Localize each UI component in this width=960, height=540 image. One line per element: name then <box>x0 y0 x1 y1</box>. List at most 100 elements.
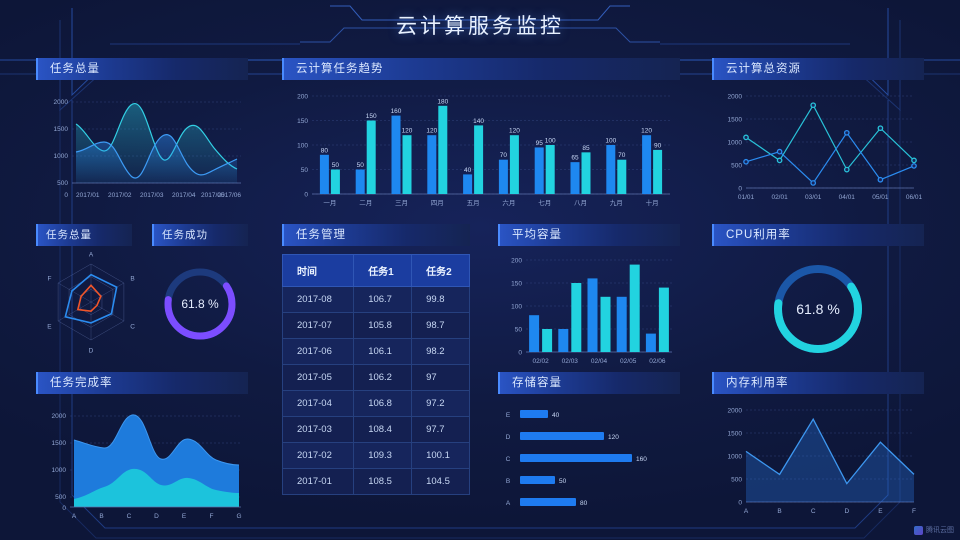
table-cell: 108.5 <box>353 468 413 495</box>
panel-memory-usage-area: 内存利用率 0 500 1000 1500 2000 A B C D E F <box>712 372 924 529</box>
table-row[interactable]: 2017-05 106.2 97 <box>281 364 470 391</box>
svg-text:0: 0 <box>518 350 522 357</box>
table-cell: 2017-04 <box>281 390 355 417</box>
svg-text:150: 150 <box>297 118 308 125</box>
panel-avg-capacity-bar: 平均容量 0 50 100 150 200 02/02 02/03 02/04 02/05 02/… <box>498 224 680 376</box>
panel-task-trend-bar: 云计算任务趋势 0 50 100 150 200 一月 80 50 二月 50 150 三月 160 12… <box>282 58 680 225</box>
table-row[interactable]: 2017-07 105.8 98.7 <box>281 312 470 339</box>
svg-text:05/01: 05/01 <box>872 194 889 201</box>
svg-text:B: B <box>130 276 134 283</box>
svg-text:十月: 十月 <box>646 198 659 207</box>
svg-text:2000: 2000 <box>728 94 743 101</box>
table-cell: 106.7 <box>353 286 413 313</box>
svg-text:180: 180 <box>437 98 448 105</box>
svg-text:0: 0 <box>304 192 308 199</box>
table-row[interactable]: 2017-08 106.7 99.8 <box>281 286 470 313</box>
svg-text:四月: 四月 <box>431 199 444 207</box>
table-row[interactable]: 2017-06 106.1 98.2 <box>281 338 470 365</box>
svg-text:E: E <box>47 324 52 331</box>
svg-text:九月: 九月 <box>610 198 623 207</box>
table-row[interactable]: 2017-01 108.5 104.5 <box>281 468 470 495</box>
table-cell: 106.2 <box>353 364 413 391</box>
svg-text:160: 160 <box>391 108 402 115</box>
panel-title-task-total-area: 任务总量 <box>36 58 248 80</box>
svg-text:C: C <box>506 456 511 463</box>
svg-text:1500: 1500 <box>54 126 69 133</box>
svg-text:2000: 2000 <box>54 99 69 106</box>
svg-text:03/01: 03/01 <box>805 194 822 201</box>
svg-text:C: C <box>811 508 816 515</box>
panel-cpu-gauge: CPU利用率 61.8 % <box>712 224 924 381</box>
table-cell: 2017-02 <box>281 442 355 469</box>
svg-text:50: 50 <box>559 478 567 485</box>
svg-text:02/06: 02/06 <box>649 358 666 365</box>
svg-text:0: 0 <box>738 186 742 193</box>
svg-text:90: 90 <box>654 142 662 149</box>
svg-text:01/01: 01/01 <box>738 194 755 201</box>
svg-text:2017/03: 2017/03 <box>140 192 164 199</box>
table-row[interactable]: 2017-02 109.3 100.1 <box>281 442 470 469</box>
table-cell: 98.2 <box>411 338 470 365</box>
svg-text:F: F <box>47 276 51 283</box>
svg-text:120: 120 <box>509 128 520 135</box>
svg-text:70: 70 <box>618 152 626 159</box>
panel-title-avg-capacity-bar: 平均容量 <box>498 224 680 246</box>
table-task-manage[interactable]: 时间 任务1 任务2 2017-08 106.7 99.8 2017-07 105.8 98.… <box>281 246 470 495</box>
panel-title-task-total-radar: 任务总量 <box>36 224 132 246</box>
panel-title-memory-usage-area: 内存利用率 <box>712 372 924 394</box>
svg-text:200: 200 <box>511 258 522 265</box>
dashboard-header: 云计算服务监控 <box>0 0 960 48</box>
table-cell: 104.5 <box>411 468 470 495</box>
svg-text:B: B <box>777 508 781 515</box>
table-cell: 97.2 <box>411 390 470 417</box>
svg-text:02/01: 02/01 <box>771 194 788 201</box>
logo-icon <box>914 525 923 535</box>
svg-text:80: 80 <box>580 500 588 507</box>
chart-storage-capacity: E 40 D 120 C 160 B 50 A 80 <box>498 394 680 529</box>
table-cell: 99.8 <box>411 286 470 313</box>
svg-text:0: 0 <box>738 500 742 507</box>
svg-text:F: F <box>912 508 916 515</box>
svg-text:1000: 1000 <box>52 467 67 474</box>
panel-storage-capacity-bar: 存储容量 E 40 D 120 C 160 B 50 A 80 <box>498 372 680 529</box>
svg-text:100: 100 <box>297 143 308 150</box>
table-column-header: 任务1 <box>353 254 413 287</box>
svg-text:150: 150 <box>511 281 522 288</box>
svg-text:G: G <box>236 513 241 520</box>
table-row[interactable]: 2017-03 108.4 97.7 <box>281 416 470 443</box>
svg-text:B: B <box>506 478 510 485</box>
svg-text:150: 150 <box>366 113 377 120</box>
svg-text:1500: 1500 <box>728 117 743 124</box>
svg-text:500: 500 <box>55 494 66 501</box>
table-cell: 2017-06 <box>281 338 355 365</box>
table-cell: 2017-01 <box>281 468 355 495</box>
svg-text:2017/02: 2017/02 <box>108 192 132 199</box>
svg-text:200: 200 <box>297 94 308 101</box>
chart-total-resource-line: 0 500 1000 1500 2000 01/01 02/01 03/01 04/01 05/0… <box>712 80 924 215</box>
svg-text:C: C <box>127 513 132 520</box>
svg-text:50: 50 <box>357 162 365 169</box>
watermark-label: 腾讯云图 <box>926 527 954 534</box>
svg-text:06/01: 06/01 <box>906 194 923 201</box>
svg-text:70: 70 <box>500 152 508 159</box>
svg-text:二月: 二月 <box>359 199 372 207</box>
svg-text:1000: 1000 <box>728 140 743 147</box>
panel-total-resource-line: 云计算总资源 0 500 1000 1500 2000 01/01 02/01 03/01 04… <box>712 58 924 215</box>
panel-title-total-resource-line: 云计算总资源 <box>712 58 924 80</box>
svg-text:D: D <box>844 508 849 515</box>
svg-text:160: 160 <box>636 456 647 463</box>
y-axis-ticks: 2000 1500 1000 500 0 <box>54 99 69 199</box>
table-cell: 97 <box>411 364 470 391</box>
svg-text:120: 120 <box>608 434 619 441</box>
svg-text:一月: 一月 <box>323 199 336 207</box>
svg-text:1500: 1500 <box>728 431 743 438</box>
table-body[interactable]: 2017-08 106.7 99.8 2017-07 105.8 98.7 2017-06 1… <box>281 286 470 495</box>
task-table[interactable]: 时间 任务1 任务2 2017-08 106.7 99.8 2017-07 105.8 98.… <box>281 254 470 495</box>
table-row[interactable]: 2017-04 106.8 97.2 <box>281 390 470 417</box>
svg-text:A: A <box>72 513 77 520</box>
svg-text:D: D <box>506 434 511 441</box>
svg-text:02/03: 02/03 <box>562 358 579 365</box>
svg-text:04/01: 04/01 <box>839 194 856 201</box>
svg-text:85: 85 <box>582 145 590 152</box>
page-title: 云计算服务监控 <box>396 15 564 38</box>
